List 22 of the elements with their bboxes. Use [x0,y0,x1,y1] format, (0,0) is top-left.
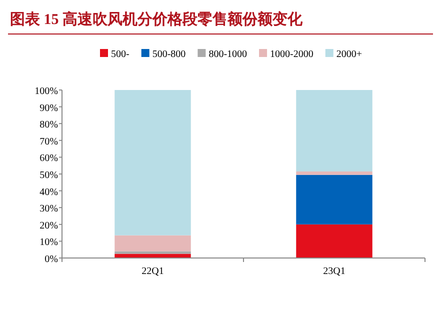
bar [296,171,372,175]
chart-title: 图表 15 高速吹风机分价格段零售额份额变化 [10,10,304,28]
y-tick-label: 40% [40,186,58,198]
y-tick-label: 50% [40,170,58,181]
y-tick-label: 60% [40,153,58,164]
y-tick-label: 30% [40,204,58,215]
x-tick-label: 22Q1 [142,266,164,277]
y-tick-label: 90% [40,102,58,114]
legend-label: 500-800 [152,49,186,60]
bar [114,90,191,236]
y-tick-label: 80% [40,120,58,131]
legend-label: 800-1000 [208,49,248,60]
legend-label: 2000+ [336,49,362,60]
x-tick-label: 23Q1 [323,266,346,277]
y-tick-label: 0% [44,254,58,265]
bar [296,90,372,172]
legend-label: 1000-2000 [270,49,314,60]
legend-label: 500- [111,49,130,60]
y-tick-label: 70% [40,136,58,148]
y-tick-label: 10% [40,237,58,248]
y-tick-label: 100% [34,86,58,97]
y-tick-label: 20% [40,220,58,232]
